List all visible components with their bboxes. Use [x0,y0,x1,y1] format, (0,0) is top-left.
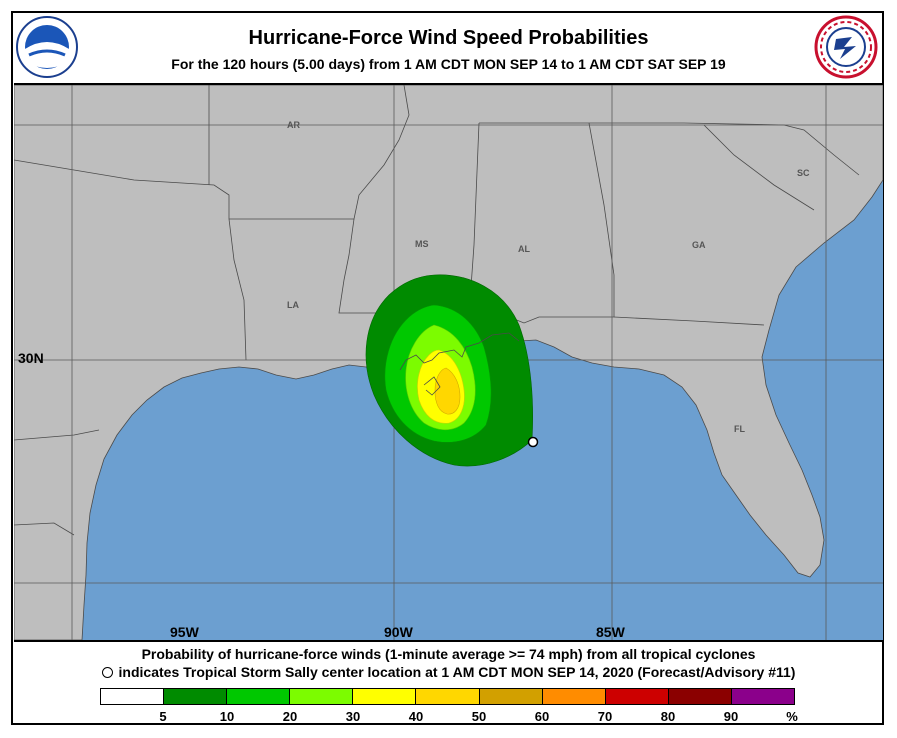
footer-description: Probability of hurricane-force winds (1-… [141,646,756,662]
chart-subtitle: For the 120 hours (5.00 days) from 1 AM … [171,56,726,72]
footer-storm-note: indicates Tropical Storm Sally center lo… [0,664,897,680]
swatch-40-50 [416,689,480,704]
swatch-30-40 [353,689,417,704]
longitude-label-90w: 90W [384,624,413,640]
scale-tick-90: 90 [723,709,739,724]
probability-map: AR MS AL GA SC LA FL [14,83,883,642]
footer-storm-note-text: indicates Tropical Storm Sally center lo… [118,664,796,680]
swatch-0-5 [101,689,165,704]
state-label-al: AL [518,244,530,254]
latitude-label-30n: 30N [18,350,44,366]
swatch-5-10 [164,689,228,704]
probability-color-scale [100,688,795,705]
swatch-70-80 [605,689,669,704]
scale-tick-5: 5 [159,709,167,724]
noaa-logo-icon [15,15,79,79]
state-label-sc: SC [797,168,810,178]
figure-frame [11,11,884,725]
longitude-label-85w: 85W [596,624,625,640]
state-label-ms: MS [415,239,429,249]
scale-tick-50: 50 [471,709,487,724]
contour-40-50 [434,367,461,415]
swatch-50-60 [479,689,543,704]
scale-tick-30: 30 [345,709,361,724]
swatch-80-90 [668,689,732,704]
probability-contours [365,274,533,467]
state-label-la: LA [287,300,299,310]
state-label-ar: AR [287,120,300,130]
graticule [14,85,883,640]
open-circle-icon [101,667,113,678]
swatch-60-70 [542,689,606,704]
chart-title: Hurricane-Force Wind Speed Probabilities [248,27,649,49]
longitude-label-95w: 95W [170,624,199,640]
coastline-detail [399,332,520,396]
scale-tick-60: 60 [534,709,550,724]
scale-tick-percent: % [786,709,798,724]
scale-tick-80: 80 [660,709,676,724]
state-labels: AR MS AL GA SC LA FL [287,120,810,434]
state-label-fl: FL [734,424,745,434]
storm-center-marker [527,436,539,448]
scale-tick-70: 70 [597,709,613,724]
state-label-ga: GA [692,240,706,250]
scale-tick-20: 20 [282,709,298,724]
scale-tick-40: 40 [408,709,424,724]
land-area [14,85,883,640]
coastline-mexico [14,522,75,536]
swatch-10-20 [227,689,291,704]
nws-logo-icon [814,15,878,79]
swatch-90-100 [731,689,795,704]
scale-tick-10: 10 [219,709,235,724]
swatch-20-30 [290,689,354,704]
